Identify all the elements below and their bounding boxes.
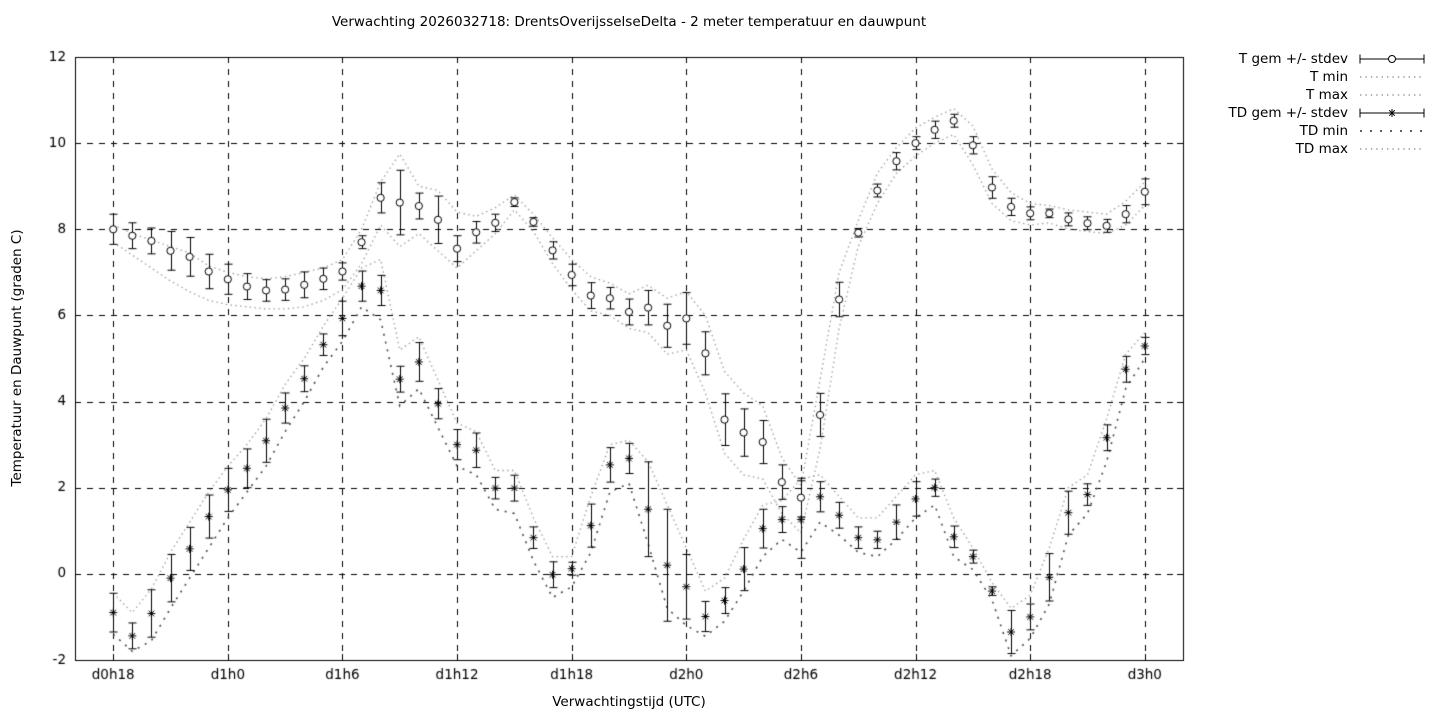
- t-mean-errorbar-marker-icon: [1356, 52, 1428, 66]
- legend-item-td-max: TD max: [1229, 140, 1428, 158]
- chart-title: Verwachting 2026032718: DrentsOverijssel…: [331, 14, 927, 30]
- legend-label-td-gem: TD gem +/- stdev: [1228, 105, 1348, 121]
- legend-item-t-max: T max: [1229, 86, 1428, 104]
- legend-item-t-min: T min: [1229, 68, 1428, 86]
- legend-item-t-gem: T gem +/- stdev: [1229, 50, 1428, 68]
- legend-item-td-min: TD min: [1229, 122, 1428, 140]
- t-max-dotted-marker-icon: [1356, 88, 1428, 102]
- legend-label-td-max: TD max: [1295, 141, 1348, 157]
- x-axis-label: Verwachtingstijd (UTC): [552, 694, 706, 710]
- td-mean-errorbar-marker-icon: [1356, 106, 1428, 120]
- legend-label-t-gem: T gem +/- stdev: [1238, 51, 1348, 67]
- legend-label-t-max: T max: [1306, 87, 1348, 103]
- td-min-dotted-marker-icon: [1356, 124, 1428, 138]
- legend: T gem +/- stdev T min T max: [1229, 50, 1428, 158]
- legend-label-t-min: T min: [1310, 69, 1348, 85]
- legend-label-td-min: TD min: [1299, 123, 1348, 139]
- legend-item-td-gem: TD gem +/- stdev: [1229, 104, 1428, 122]
- t-min-dotted-marker-icon: [1356, 70, 1428, 84]
- y-axis-label: Temperatuur en Dauwpunt (graden C): [9, 229, 25, 487]
- td-max-dotted-marker-icon: [1356, 142, 1428, 156]
